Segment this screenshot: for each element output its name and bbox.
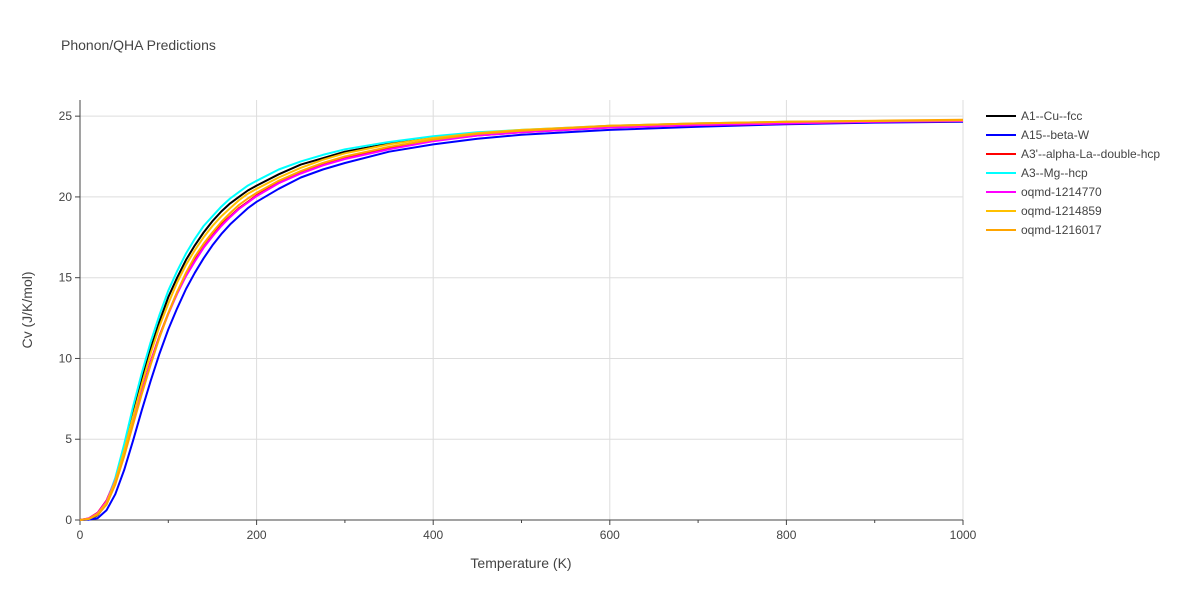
- legend-label: oqmd-1214770: [1021, 185, 1102, 199]
- legend: A1--Cu--fcc A15--beta-W A3'--alpha-La--dou…: [986, 109, 1160, 237]
- ticks: 0 200 400 600 800 1000 0 5 10 15 20 25: [59, 109, 977, 542]
- x-tick-label: 400: [423, 528, 443, 542]
- x-tick-label: 800: [776, 528, 796, 542]
- x-tick-label: 200: [247, 528, 267, 542]
- x-axis-title: Temperature (K): [470, 555, 571, 571]
- legend-label: oqmd-1216017: [1021, 223, 1102, 237]
- legend-label: A15--beta-W: [1021, 128, 1090, 142]
- grid-lines: [80, 100, 964, 520]
- series-line-A15--beta-W: [79, 120, 964, 521]
- y-tick-label: 10: [59, 351, 73, 365]
- y-tick-label: 0: [65, 513, 72, 527]
- y-axis-title: Cv (J/K/mol): [19, 272, 35, 349]
- legend-label: A1--Cu--fcc: [1021, 109, 1082, 123]
- legend-label: A3'--alpha-La--double-hcp: [1021, 147, 1160, 161]
- y-tick-label: 20: [59, 190, 73, 204]
- series-lines: [79, 118, 964, 521]
- legend-label: A3--Mg--hcp: [1021, 166, 1088, 180]
- chart-title: Phonon/QHA Predictions: [61, 37, 216, 53]
- y-tick-label: 15: [59, 271, 73, 285]
- series-line-oqmd-1216017: [79, 118, 964, 521]
- x-tick-label: 600: [600, 528, 620, 542]
- x-tick-label: 1000: [950, 528, 977, 542]
- y-tick-label: 25: [59, 109, 73, 123]
- y-tick-label: 5: [65, 432, 72, 446]
- legend-label: oqmd-1214859: [1021, 204, 1102, 218]
- x-tick-label: 0: [77, 528, 84, 542]
